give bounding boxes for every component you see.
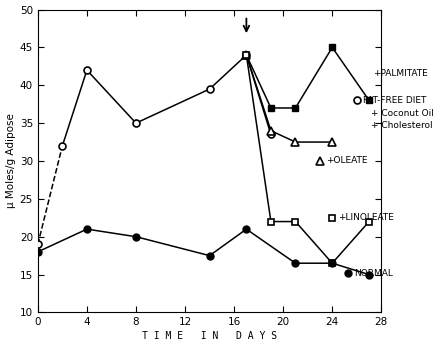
X-axis label: T I M E   I N   D A Y S: T I M E I N D A Y S bbox=[142, 331, 277, 341]
Text: NORMAL: NORMAL bbox=[354, 269, 393, 278]
Text: + Coconut Oil: + Coconut Oil bbox=[371, 109, 434, 118]
Text: +OLEATE: +OLEATE bbox=[326, 156, 367, 166]
Text: + Cholesterol: + Cholesterol bbox=[371, 121, 433, 130]
Text: FAT-FREE DIET: FAT-FREE DIET bbox=[363, 96, 426, 105]
Text: +LINOLEATE: +LINOLEATE bbox=[338, 213, 394, 222]
Y-axis label: μ Moles/g Adipose: μ Moles/g Adipose bbox=[6, 113, 15, 209]
Text: +PALMITATE: +PALMITATE bbox=[373, 69, 428, 78]
